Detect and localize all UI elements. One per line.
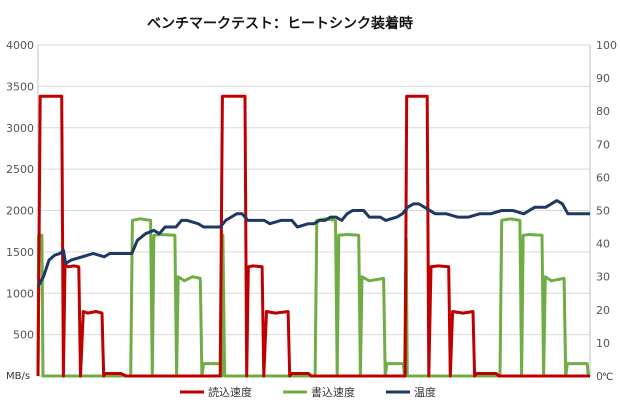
- series-line-write: [36, 217, 590, 378]
- legend-label: 読込速度: [208, 385, 252, 399]
- right-tick-label: 90: [596, 72, 610, 85]
- right-axis-ticks: 0 10 20 30 40 50 60 70 80 90 100: [596, 39, 617, 383]
- left-axis-unit: MB/s: [6, 371, 30, 382]
- right-axis-unit: ℃: [602, 372, 613, 383]
- left-tick-label: 2000: [6, 205, 34, 218]
- right-tick-label: 80: [596, 105, 610, 118]
- right-tick-label: 0: [596, 370, 603, 383]
- left-tick-label: 1000: [6, 287, 34, 300]
- right-tick-label: 30: [596, 271, 610, 284]
- right-tick-label: 20: [596, 304, 610, 317]
- series-line-read: [36, 94, 590, 378]
- left-tick-label: 2500: [6, 163, 34, 176]
- chart-title: ベンチマークテスト：ヒートシンク装着時: [147, 15, 413, 32]
- right-tick-label: 50: [596, 205, 610, 218]
- legend-label: 書込速度: [311, 385, 355, 399]
- right-tick-label: 100: [596, 39, 617, 52]
- left-tick-label: 500: [13, 329, 34, 342]
- legend-label: 温度: [414, 385, 436, 399]
- grid: [38, 44, 590, 336]
- series-line-temperature: [36, 199, 590, 288]
- legend: 読込速度 書込速度 温度: [180, 385, 436, 399]
- left-tick-label: 3500: [6, 80, 34, 93]
- left-tick-label: 4000: [6, 39, 34, 52]
- left-tick-label: 1500: [6, 246, 34, 259]
- right-tick-label: 10: [596, 337, 610, 350]
- right-tick-label: 60: [596, 171, 610, 184]
- right-tick-label: 40: [596, 238, 610, 251]
- right-tick-label: 70: [596, 138, 610, 151]
- left-tick-label: 3000: [6, 122, 34, 135]
- series-group: [36, 94, 590, 378]
- left-axis-ticks: 500 1000 1500 2000 2500 3000 3500 4000: [6, 39, 34, 342]
